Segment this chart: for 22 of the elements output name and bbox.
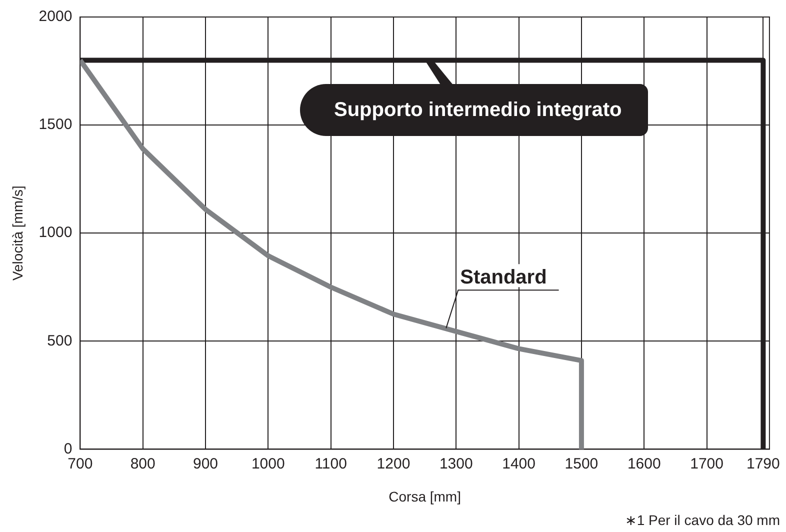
y-tick-label: 2000: [38, 8, 72, 26]
annotation: Standard: [460, 266, 547, 289]
x-tick-label: 700: [68, 455, 93, 472]
annotation: Supporto intermedio integrato: [300, 84, 648, 136]
x-axis-title: Corsa [mm]: [388, 488, 461, 504]
x-tick-label: 1700: [690, 455, 724, 472]
x-tick-label: 1400: [502, 455, 536, 472]
x-tick-label: 1100: [314, 455, 347, 472]
x-tick-label: 900: [192, 455, 218, 472]
text: ∗1 Per il cavo da 30 mm: [624, 512, 780, 528]
y-tick-label: 1000: [38, 224, 72, 242]
x-tick-label: 1000: [251, 455, 285, 472]
x-tick-label: 1600: [627, 455, 661, 472]
y-tick-label: 500: [47, 332, 72, 350]
x-tick-label: 1790: [746, 455, 780, 472]
y-axis-title: Velocità [mm/s]: [9, 186, 26, 281]
y-tick-label: 1500: [38, 116, 72, 134]
y-tick-label: 0: [64, 440, 72, 458]
x-tick-label: 1200: [376, 455, 410, 472]
x-tick-label: 1500: [564, 455, 598, 472]
x-tick-label: 1300: [439, 455, 473, 472]
x-tick-label: 800: [130, 455, 156, 472]
